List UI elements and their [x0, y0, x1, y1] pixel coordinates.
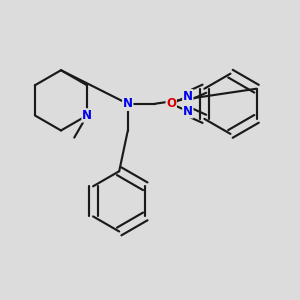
Text: N: N — [82, 109, 92, 122]
Text: N: N — [183, 105, 193, 118]
Text: N: N — [183, 90, 193, 103]
Text: O: O — [166, 97, 176, 110]
Text: N: N — [123, 97, 133, 110]
